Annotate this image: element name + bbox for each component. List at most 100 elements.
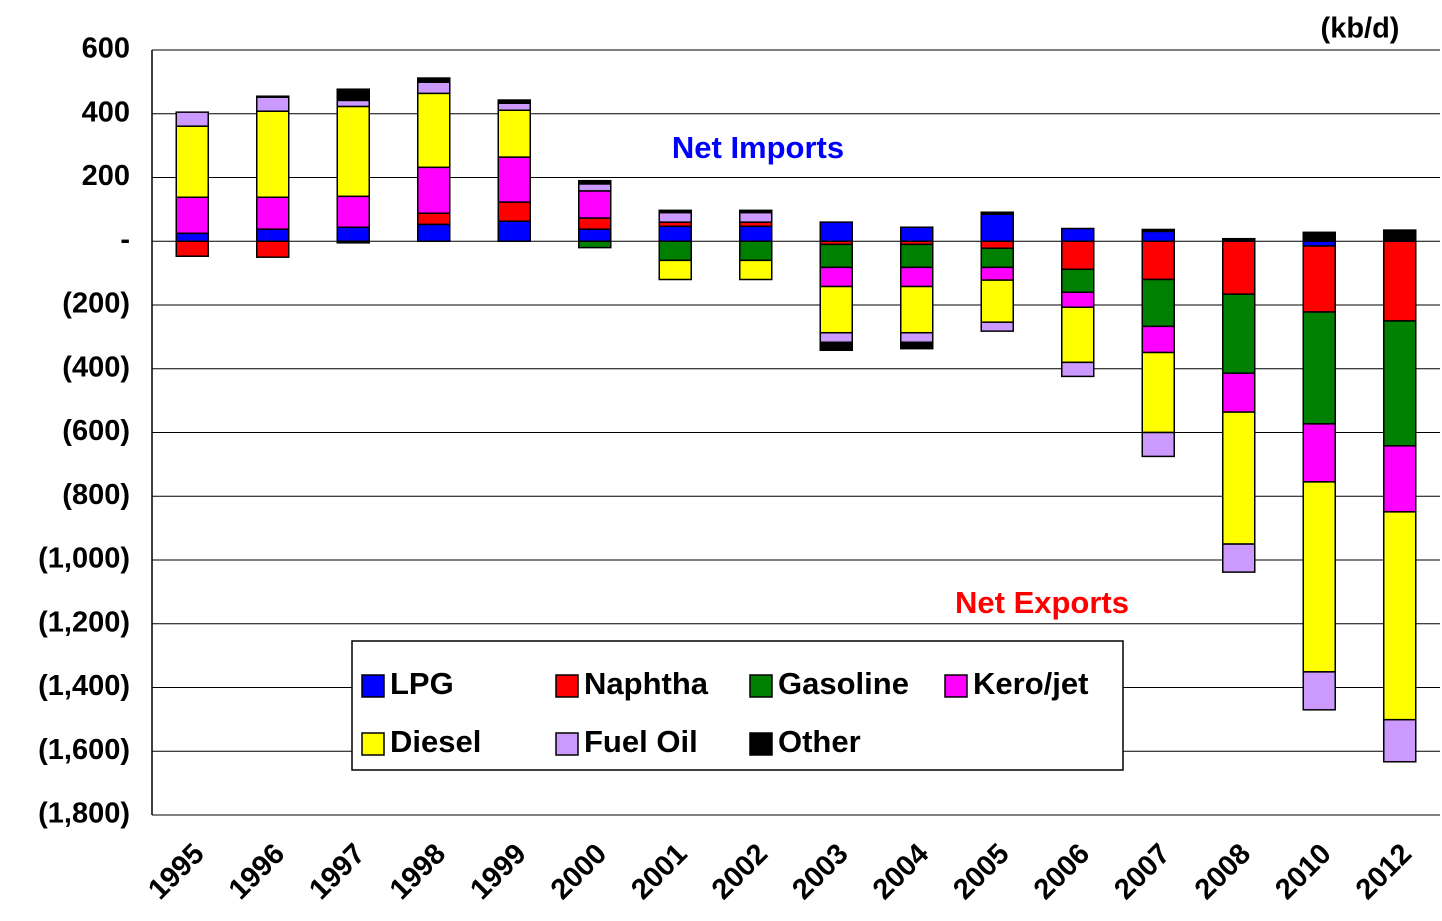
bar-segment xyxy=(1061,306,1095,364)
x-tick-label: 2003 xyxy=(786,838,854,906)
bar-segment xyxy=(1061,240,1095,271)
bar-segment xyxy=(1383,240,1417,322)
legend-box xyxy=(351,640,1124,771)
x-tick-label: 1998 xyxy=(384,838,452,906)
bar-segment xyxy=(980,266,1014,281)
bar-segment xyxy=(739,209,773,214)
y-tick-label: (1,400) xyxy=(38,670,130,702)
bar-segment xyxy=(739,225,773,243)
bar-segment xyxy=(980,279,1014,323)
bar-segment xyxy=(578,217,612,230)
legend-label: Kero/jet xyxy=(973,666,1088,701)
annotation: Net Exports xyxy=(955,585,1129,620)
bar-segment xyxy=(980,321,1014,332)
bar-segment xyxy=(1141,431,1175,458)
bar-segment xyxy=(1383,445,1417,513)
bar-segment xyxy=(256,110,290,199)
bar-segment xyxy=(417,212,451,226)
legend-label: Fuel Oil xyxy=(584,724,698,759)
x-tick-label: 1999 xyxy=(464,838,532,906)
bar-segment xyxy=(658,209,692,214)
bar-segment xyxy=(417,92,451,169)
bar-segment xyxy=(175,232,209,242)
bar-segment xyxy=(658,240,692,262)
bar-segment xyxy=(1061,268,1095,293)
bar-segment xyxy=(1061,227,1095,242)
bar-segment xyxy=(739,240,773,262)
bar-segment xyxy=(578,190,612,219)
bar-segment xyxy=(256,96,290,112)
bar-segment xyxy=(739,211,773,223)
y-tick-label: (1,000) xyxy=(38,543,130,575)
bar-segment xyxy=(417,81,451,95)
bar-segment xyxy=(336,105,370,198)
bar-segment xyxy=(819,285,853,334)
bar-segment xyxy=(1222,237,1256,242)
y-tick-label: (600) xyxy=(62,415,130,447)
bar-segment xyxy=(1141,351,1175,434)
bar-segment xyxy=(417,166,451,214)
bar-segment xyxy=(175,240,209,257)
bar-segment xyxy=(980,240,1014,250)
legend-swatch xyxy=(944,674,968,698)
y-tick-label: (200) xyxy=(62,288,130,320)
bar-segment xyxy=(819,341,853,352)
bar-segment xyxy=(1061,361,1095,378)
bar-segment xyxy=(497,156,531,203)
bar-segment xyxy=(336,195,370,228)
legend-swatch xyxy=(749,674,773,698)
x-tick-label: 2000 xyxy=(545,838,613,906)
y-tick-label: (800) xyxy=(62,479,130,511)
bar-segment xyxy=(1141,240,1175,281)
x-tick-label: 2007 xyxy=(1108,838,1176,906)
bar-segment xyxy=(1383,229,1417,242)
y-tick-label: 400 xyxy=(82,96,130,128)
annotation: Net Imports xyxy=(672,130,844,165)
unit-label: (kb/d) xyxy=(1321,13,1400,45)
bar-segment xyxy=(497,99,531,104)
bar-segment xyxy=(980,213,1014,242)
y-tick-label: 200 xyxy=(82,160,130,192)
y-tick-label: 600 xyxy=(82,33,130,65)
y-tick-label: (1,200) xyxy=(38,606,130,638)
x-tick-label: 2005 xyxy=(947,838,1015,906)
bar-segment xyxy=(1222,240,1256,295)
bar-segment xyxy=(175,111,209,127)
bar-segment xyxy=(658,259,692,281)
bar-segment xyxy=(336,240,370,244)
bar-segment xyxy=(256,228,290,242)
x-tick-label: 1995 xyxy=(142,838,210,906)
bar-segment xyxy=(417,77,451,83)
legend-label: Gasoline xyxy=(778,666,909,701)
x-tick-label: 2006 xyxy=(1028,838,1096,906)
bar-segment xyxy=(578,228,612,242)
x-tick-label: 1996 xyxy=(223,838,291,906)
bar-segment xyxy=(1302,423,1336,483)
bar-segment xyxy=(1383,718,1417,763)
bar-segment xyxy=(819,221,853,242)
bar-segment xyxy=(819,243,853,269)
y-tick-label: (400) xyxy=(62,351,130,383)
bar-segment xyxy=(900,285,934,334)
y-tick-label: (1,600) xyxy=(38,734,130,766)
x-tick-label: 2010 xyxy=(1269,838,1337,906)
legend-label: Naphtha xyxy=(584,666,709,701)
bar-segment xyxy=(819,331,853,344)
bar-segment xyxy=(175,196,209,235)
legend-swatch xyxy=(555,674,579,698)
bar-segment xyxy=(1141,228,1175,233)
legend-swatch xyxy=(555,732,579,756)
legend-label: Diesel xyxy=(390,724,481,759)
bar-segment xyxy=(1222,543,1256,573)
bar-segment xyxy=(658,211,692,223)
bar-segment xyxy=(1383,511,1417,721)
x-tick-label: 2008 xyxy=(1189,838,1257,906)
bar-segment xyxy=(1061,291,1095,308)
bar-segment xyxy=(1222,293,1256,374)
bar-segment xyxy=(1141,230,1175,242)
bar-segment xyxy=(256,95,290,98)
bar-segment xyxy=(336,99,370,108)
legend-swatch xyxy=(361,674,385,698)
bar-segment xyxy=(1302,231,1336,242)
bar-segment xyxy=(256,196,290,230)
